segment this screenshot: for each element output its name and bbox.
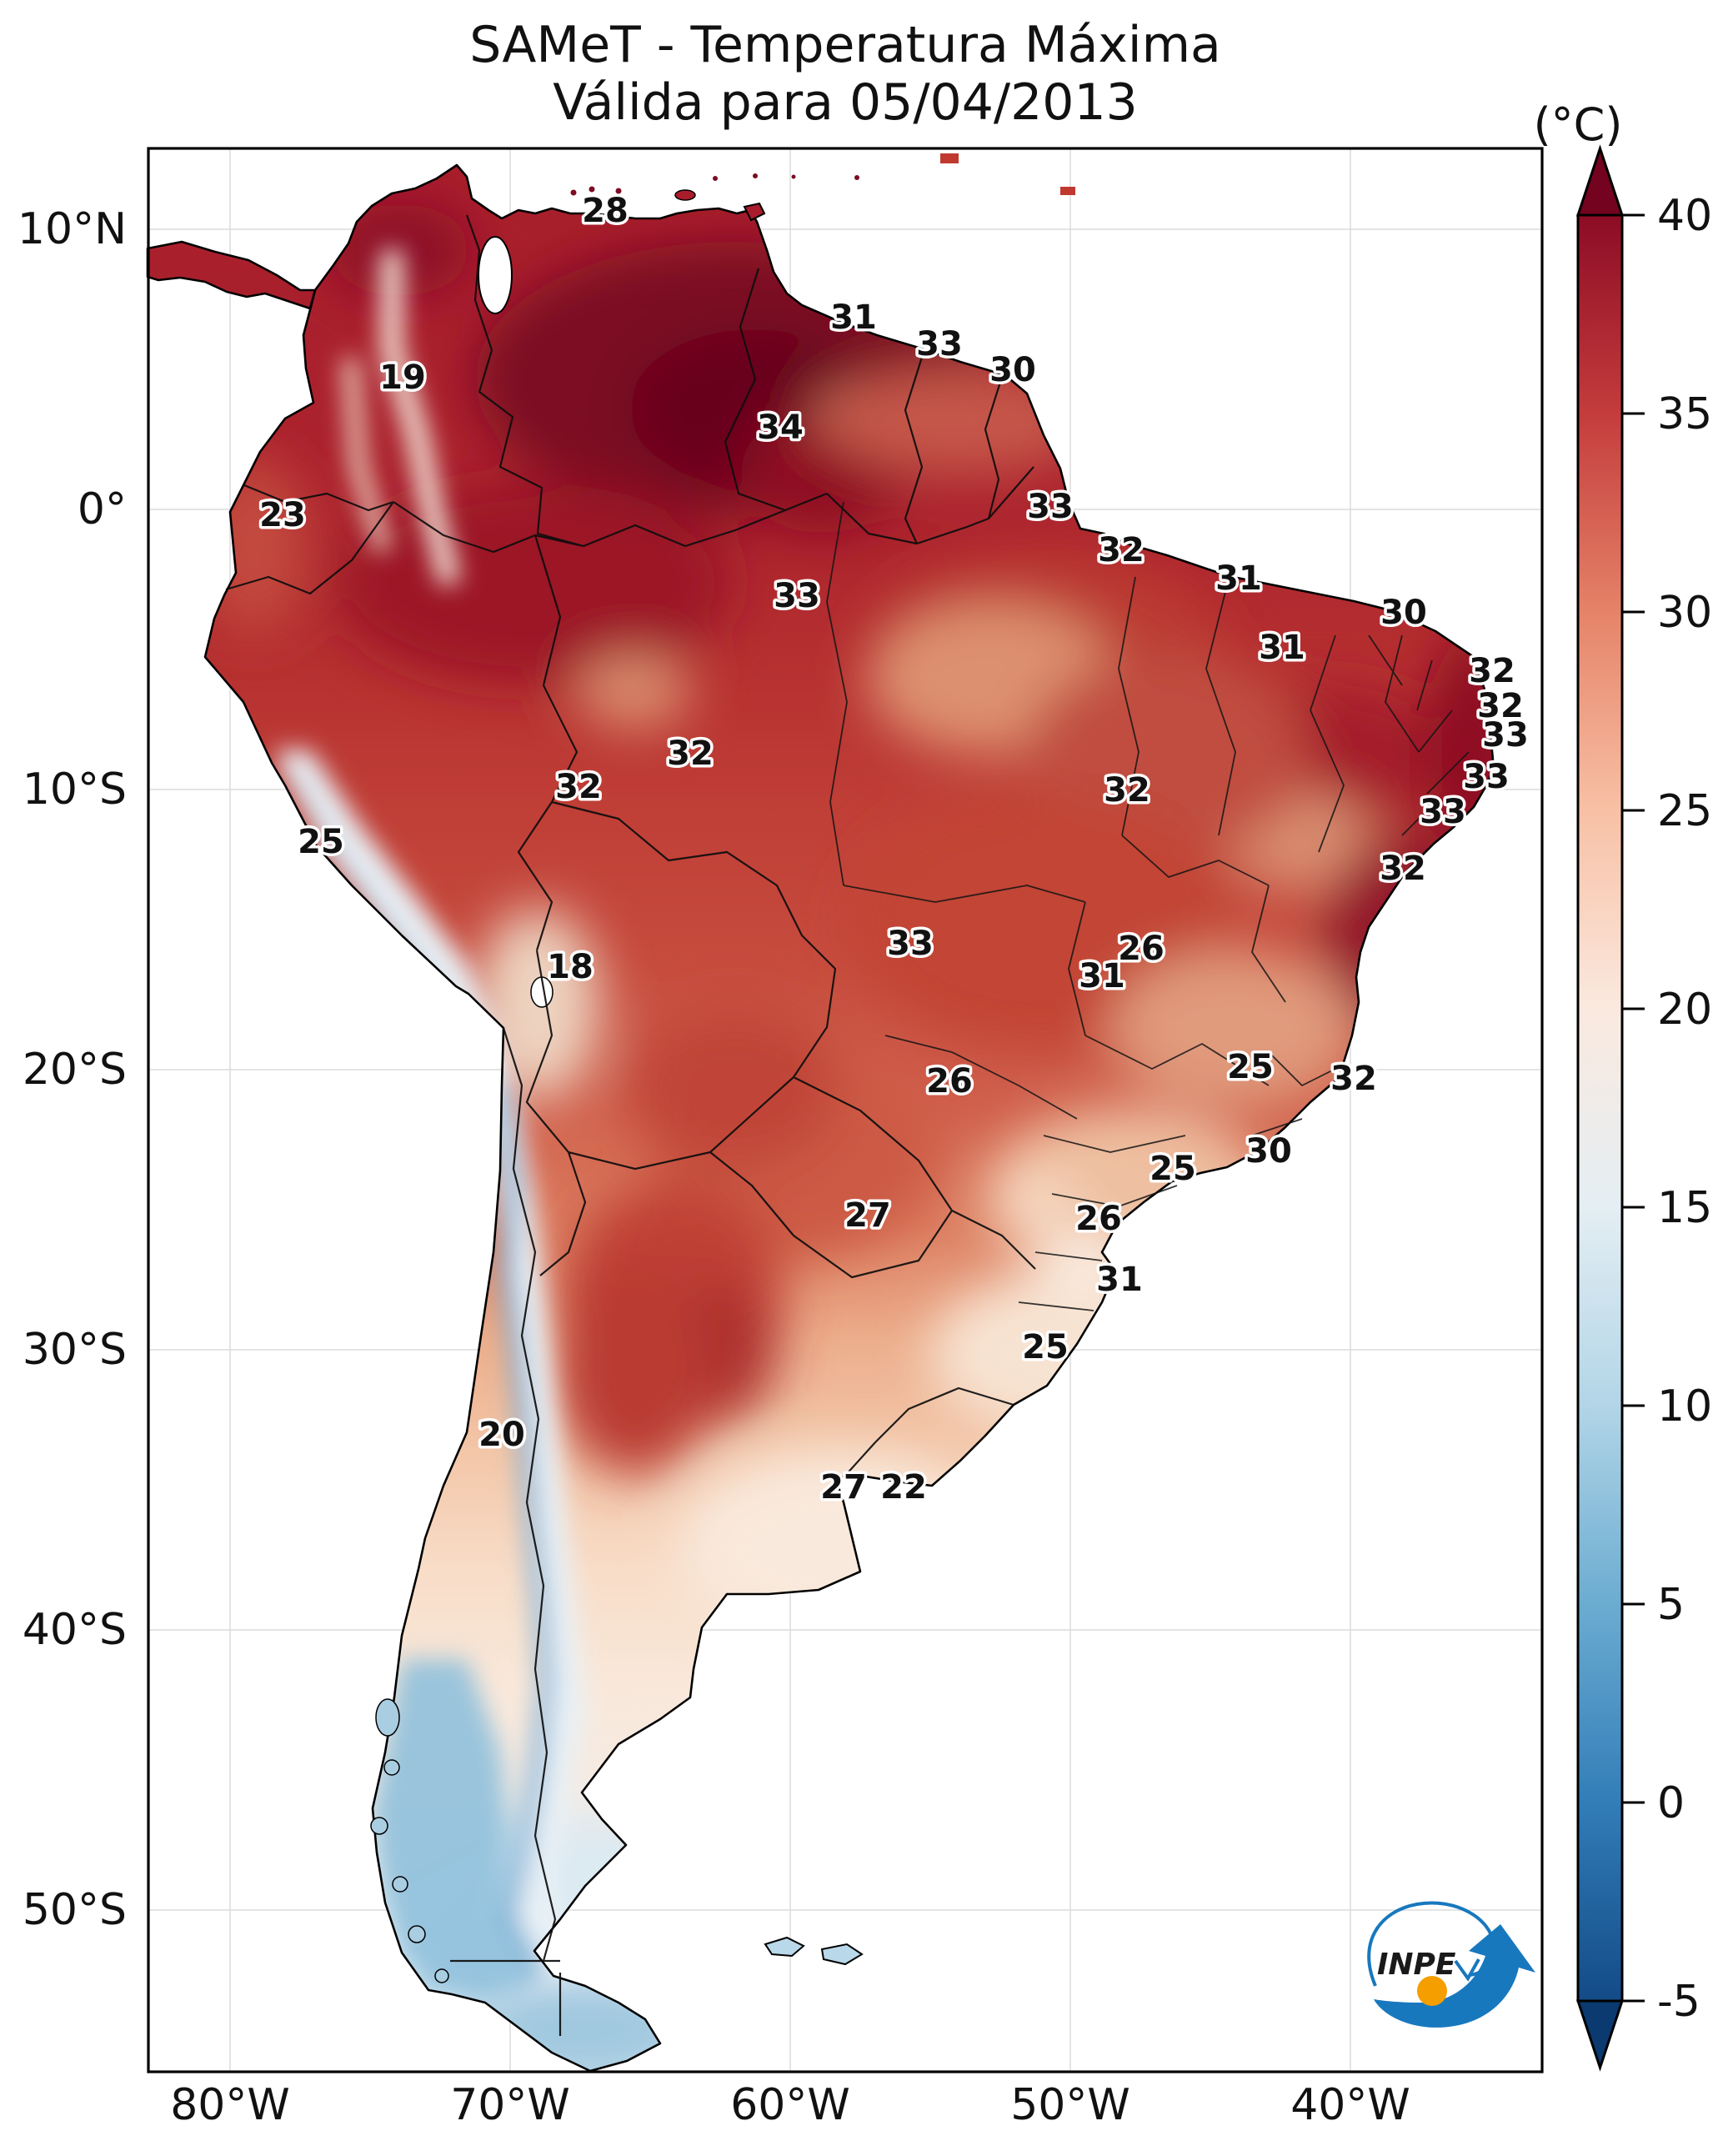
colorbar: (°C) 40 35 30 25 20 15 10 5 0 -5	[1534, 98, 1712, 2072]
station-temp-label: 25	[298, 823, 344, 861]
lakes	[478, 236, 553, 1008]
station-temp-label: 32	[555, 768, 602, 806]
colorbar-unit-label: (°C)	[1534, 98, 1623, 151]
station-temp-label: 19	[379, 358, 426, 397]
state-borders	[826, 501, 1470, 1311]
colorbar-tick-label: 0	[1657, 1778, 1685, 1828]
station-temp-label: 33	[916, 325, 963, 364]
station-temp-label: 32	[1104, 771, 1150, 810]
station-temp-label: 27	[844, 1196, 891, 1235]
colorbar-tick-label: 20	[1657, 985, 1712, 1035]
station-temp-label: 25	[1227, 1048, 1274, 1086]
colorbar-tick-label: 5	[1657, 1580, 1685, 1630]
station-temp-label: 30	[989, 351, 1036, 389]
station-temp-label: 31	[830, 298, 877, 337]
lon-tick-label: 70°W	[450, 2080, 570, 2130]
figure-title: SAMeT - Temperatura Máxima	[469, 16, 1221, 74]
station-temp-label: 30	[1380, 594, 1427, 632]
lat-tick-label: 10°S	[23, 765, 127, 815]
station-temp-label: 25	[1150, 1150, 1196, 1188]
station-temp-label: 31	[1096, 1261, 1143, 1299]
falkland-islands-east	[820, 1943, 864, 1966]
station-temp-label: 33	[1420, 793, 1466, 831]
falkland-islands-west	[764, 1936, 805, 1958]
colorbar-gradient-bar	[1576, 213, 1624, 2003]
station-temp-label: 32	[1469, 652, 1515, 690]
station-temp-label: 26	[926, 1062, 973, 1101]
station-temp-label: 33	[1463, 758, 1510, 796]
station-temp-label: 34	[757, 409, 804, 447]
colorbar-tick-label: 30	[1657, 588, 1712, 638]
colorbar-tick-label: 35	[1657, 389, 1712, 439]
inpe-logo-arrowhead	[1454, 1958, 1480, 1982]
lon-tick-label: 50°W	[1010, 2080, 1130, 2130]
station-temp-label: 28	[582, 192, 629, 230]
lat-tick-label: 0°	[78, 484, 127, 534]
station-temp-label: 32	[667, 735, 714, 773]
islands	[370, 153, 1075, 1983]
colorbar-tick-label: 25	[1657, 786, 1712, 836]
station-temp-label: 33	[774, 577, 820, 615]
station-temp-label: 33	[887, 925, 934, 963]
lat-axis: 10°N 0° 10°S 20°S 30°S 40°S 50°S	[18, 204, 127, 1935]
colorbar-overflow-arrow	[1575, 144, 1625, 217]
station-temp-label: 31	[1079, 957, 1125, 995]
lon-tick-label: 60°W	[730, 2080, 850, 2130]
lat-tick-label: 40°S	[23, 1605, 127, 1655]
station-temp-label: 32	[1477, 687, 1524, 725]
lat-tick-label: 20°S	[23, 1045, 127, 1095]
inpe-logo-text: INPE	[1377, 1948, 1456, 1982]
station-temp-label: 30	[1245, 1132, 1292, 1171]
colorbar-ticks: 40 35 30 25 20 15 10 5 0 -5	[1622, 191, 1712, 2027]
inpe-logo-orange-dot	[1417, 1976, 1447, 2006]
lat-tick-label: 50°S	[23, 1885, 127, 1935]
station-temp-label: 33	[1027, 488, 1074, 526]
lon-tick-label: 80°W	[170, 2080, 290, 2130]
station-temp-label: 22	[880, 1468, 927, 1507]
station-temp-label: 25	[1022, 1328, 1069, 1366]
lon-tick-label: 40°W	[1290, 2080, 1410, 2130]
lake-maracaibo	[478, 236, 513, 314]
station-temp-label: 33	[1482, 716, 1529, 755]
inpe-logo: INPE	[1367, 1901, 1535, 2028]
station-temp-label: 23	[259, 496, 306, 534]
colorbar-underflow-arrow	[1575, 1999, 1625, 2072]
colorbar-tick-label: -5	[1657, 1977, 1700, 2027]
lon-axis: 80°W 70°W 60°W 50°W 40°W	[170, 2080, 1410, 2130]
figure-subtitle: Válida para 05/04/2013	[553, 73, 1138, 132]
colorbar-tick-label: 15	[1657, 1183, 1712, 1233]
colorbar-tick-label: 10	[1657, 1381, 1712, 1431]
station-temp-label: 32	[1098, 531, 1144, 569]
inpe-logo-spiral-arrow	[1367, 1901, 1496, 1987]
lat-tick-label: 10°N	[18, 204, 127, 254]
station-temp-label: 26	[1075, 1200, 1122, 1238]
station-temp-label: 27	[820, 1468, 867, 1507]
lat-tick-label: 30°S	[23, 1325, 127, 1375]
station-temp-label: 20	[478, 1416, 525, 1454]
plot-frame	[147, 147, 1544, 2073]
station-temp-label: 18	[547, 948, 594, 986]
station-temp-label: 32	[1330, 1060, 1377, 1098]
station-temp-label: 31	[1215, 559, 1262, 598]
colorbar-tick-label: 40	[1657, 191, 1712, 241]
station-temp-label: 31	[1259, 629, 1305, 667]
station-temp-label: 26	[1118, 930, 1165, 968]
country-borders	[225, 214, 1036, 2036]
station-temp-label: 32	[1380, 850, 1426, 888]
